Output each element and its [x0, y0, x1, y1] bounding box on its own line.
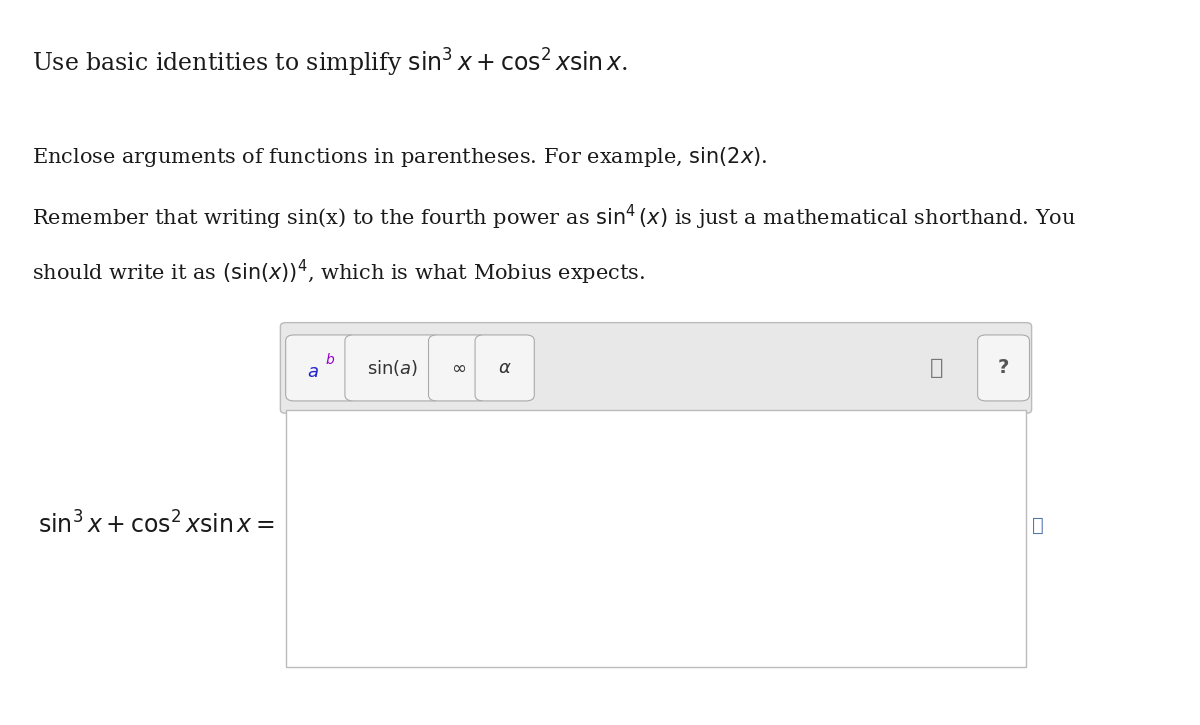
Text: $\sin(a)$: $\sin(a)$ — [367, 358, 419, 378]
FancyBboxPatch shape — [344, 335, 442, 401]
Text: $\sin^3 x + \cos^2 x \sin x = $: $\sin^3 x + \cos^2 x \sin x = $ — [38, 512, 275, 539]
FancyBboxPatch shape — [978, 335, 1030, 401]
Text: $\alpha$: $\alpha$ — [498, 359, 511, 377]
Text: 📄: 📄 — [1032, 516, 1043, 535]
FancyBboxPatch shape — [281, 323, 1032, 413]
FancyBboxPatch shape — [286, 335, 358, 401]
Text: $a$: $a$ — [307, 362, 319, 381]
FancyBboxPatch shape — [475, 335, 534, 401]
Text: $b$: $b$ — [325, 352, 335, 367]
Text: $\infty$: $\infty$ — [450, 359, 466, 377]
Text: Use basic identities to simplify $\sin^3 x + \cos^2 x \sin x$.: Use basic identities to simplify $\sin^3… — [31, 47, 628, 79]
Text: Enclose arguments of functions in parentheses. For example, $\sin(2x)$.: Enclose arguments of functions in parent… — [31, 145, 767, 169]
Text: 🗑: 🗑 — [930, 358, 943, 378]
FancyBboxPatch shape — [286, 410, 1026, 667]
Text: ?: ? — [998, 358, 1009, 378]
Text: should write it as $(\sin(x))^4$, which is what Mobius expects.: should write it as $(\sin(x))^4$, which … — [31, 257, 644, 286]
Text: Remember that writing sin(x) to the fourth power as $\sin^4(x)$ is just a mathem: Remember that writing sin(x) to the four… — [31, 203, 1075, 232]
FancyBboxPatch shape — [428, 335, 487, 401]
